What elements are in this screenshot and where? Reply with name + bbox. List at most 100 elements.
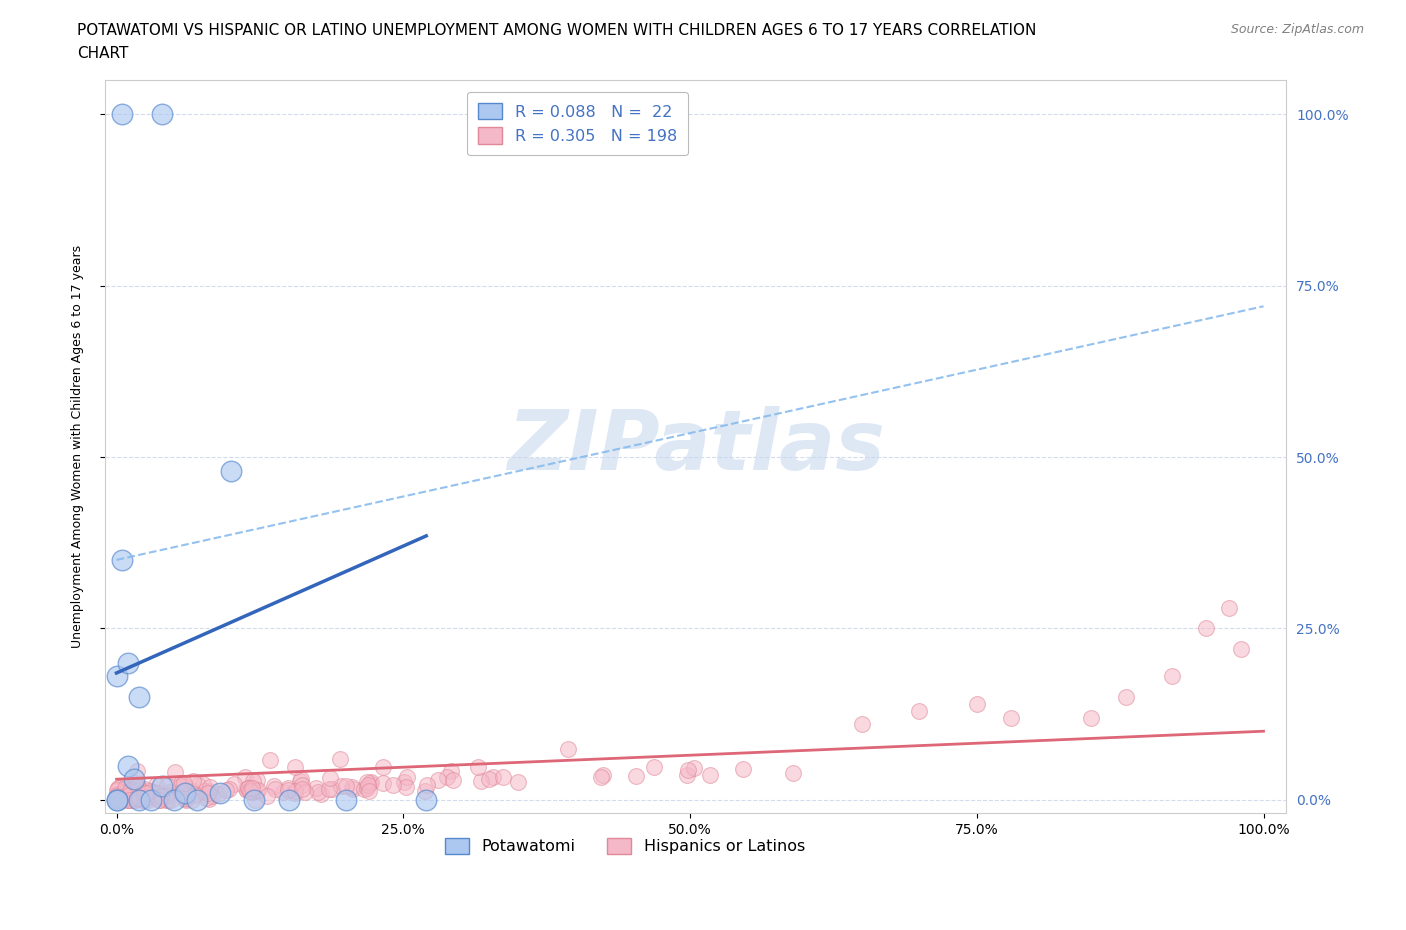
- Point: [152, 778, 174, 793]
- Point: [179, 784, 201, 799]
- Point: [356, 780, 378, 795]
- Point: [218, 782, 240, 797]
- Point: [127, 764, 149, 778]
- Point: [145, 777, 167, 792]
- Point: [415, 792, 437, 807]
- Point: [180, 784, 202, 799]
- Text: POTAWATOMI VS HISPANIC OR LATINO UNEMPLOYMENT AMONG WOMEN WITH CHILDREN AGES 6 T: POTAWATOMI VS HISPANIC OR LATINO UNEMPLO…: [77, 23, 1036, 38]
- Point: [908, 703, 931, 718]
- Point: [233, 769, 256, 784]
- Point: [111, 107, 134, 122]
- Point: [290, 772, 312, 787]
- Point: [105, 790, 128, 804]
- Point: [186, 792, 208, 807]
- Point: [238, 780, 260, 795]
- Point: [163, 764, 186, 779]
- Point: [124, 792, 146, 807]
- Point: [108, 790, 131, 804]
- Y-axis label: Unemployment Among Women with Children Ages 6 to 17 years: Unemployment Among Women with Children A…: [72, 246, 84, 648]
- Point: [427, 772, 450, 787]
- Point: [105, 792, 128, 807]
- Point: [134, 792, 156, 807]
- Point: [436, 770, 458, 785]
- Point: [235, 781, 257, 796]
- Point: [117, 792, 139, 807]
- Point: [118, 788, 141, 803]
- Point: [201, 789, 224, 804]
- Point: [105, 792, 128, 807]
- Point: [195, 790, 218, 805]
- Point: [156, 778, 179, 793]
- Point: [131, 792, 153, 807]
- Point: [222, 777, 245, 791]
- Point: [139, 792, 162, 807]
- Point: [557, 742, 579, 757]
- Point: [851, 717, 873, 732]
- Point: [356, 775, 378, 790]
- Point: [105, 669, 128, 684]
- Point: [105, 792, 128, 807]
- Point: [207, 787, 229, 802]
- Point: [114, 781, 136, 796]
- Point: [1229, 642, 1251, 657]
- Point: [335, 792, 357, 807]
- Point: [105, 790, 128, 804]
- Point: [291, 777, 314, 792]
- Point: [335, 778, 357, 793]
- Point: [155, 792, 177, 807]
- Point: [135, 784, 157, 799]
- Point: [121, 792, 143, 807]
- Point: [239, 784, 262, 799]
- Point: [117, 792, 139, 807]
- Point: [482, 769, 505, 784]
- Point: [1000, 711, 1022, 725]
- Point: [122, 792, 145, 807]
- Point: [259, 752, 281, 767]
- Point: [1218, 601, 1240, 616]
- Point: [149, 792, 172, 807]
- Point: [160, 792, 183, 807]
- Point: [1080, 711, 1102, 725]
- Point: [110, 790, 132, 805]
- Point: [114, 785, 136, 800]
- Point: [125, 778, 148, 793]
- Point: [187, 777, 209, 792]
- Point: [132, 785, 155, 800]
- Point: [181, 792, 204, 807]
- Point: [197, 785, 219, 800]
- Point: [181, 774, 204, 789]
- Point: [357, 784, 380, 799]
- Point: [200, 779, 222, 794]
- Text: ZIPatlas: ZIPatlas: [506, 406, 884, 487]
- Point: [467, 759, 489, 774]
- Point: [105, 791, 128, 806]
- Point: [118, 784, 141, 799]
- Point: [117, 656, 139, 671]
- Point: [360, 774, 382, 789]
- Point: [125, 790, 148, 805]
- Point: [128, 689, 150, 704]
- Point: [108, 790, 131, 804]
- Point: [371, 759, 394, 774]
- Point: [148, 792, 170, 807]
- Point: [111, 792, 134, 807]
- Point: [105, 788, 128, 803]
- Point: [105, 787, 128, 802]
- Point: [155, 789, 177, 804]
- Point: [176, 792, 198, 807]
- Point: [128, 790, 150, 804]
- Point: [115, 784, 138, 799]
- Point: [180, 782, 202, 797]
- Point: [135, 786, 157, 801]
- Point: [236, 782, 259, 797]
- Point: [184, 787, 207, 802]
- Point: [173, 786, 195, 801]
- Point: [264, 782, 287, 797]
- Point: [243, 792, 266, 807]
- Point: [284, 786, 307, 801]
- Point: [115, 781, 138, 796]
- Point: [105, 787, 128, 802]
- Point: [240, 780, 263, 795]
- Point: [136, 792, 159, 807]
- Point: [111, 552, 134, 567]
